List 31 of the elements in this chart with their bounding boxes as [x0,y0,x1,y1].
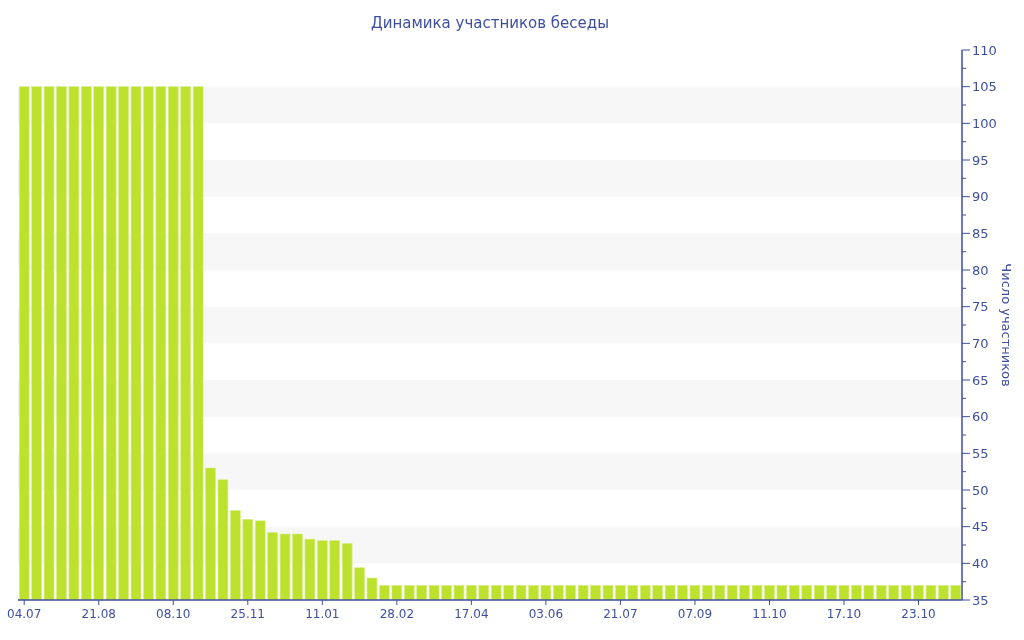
y-tick-label: 45 [972,519,989,535]
y-tick-label: 65 [972,372,989,388]
x-tick-label: 25.11 [230,607,265,621]
x-tick-label: 03.06 [528,607,564,621]
x-tick-label: 11.01 [305,607,340,621]
y-tick-label: 80 [972,262,989,278]
x-tick-label: 21.08 [81,607,116,621]
y-tick-label: 70 [972,335,989,351]
x-tick-label: 11.10 [752,607,787,621]
y-tick-label: 95 [972,152,989,168]
x-tick-label: 07.09 [677,607,713,621]
y-tick-label: 90 [972,189,989,205]
y-tick-label: 75 [972,299,989,315]
y-tick-label: 105 [972,79,997,95]
y-tick-label: 40 [972,555,989,571]
y-tick-label: 35 [972,592,989,608]
x-tick-label: 08.10 [156,607,191,621]
x-tick-label: 21.07 [603,607,638,621]
y-tick-label: 55 [972,445,989,461]
x-tick-label: 23.10 [901,607,936,621]
y-tick-label: 85 [972,225,989,241]
y-tick-label: 50 [972,482,989,498]
chart-title: Динамика участников беседы [370,14,610,32]
y-tick-label: 60 [972,409,989,425]
x-tick-label: 28.02 [379,607,415,621]
y-tick-label: 110 [972,42,997,58]
x-tick-label: 17.10 [826,607,862,621]
x-tick-label: 04.07 [7,607,42,621]
y-axis-title: Число участников [999,263,1014,387]
x-tick-label: 17.04 [454,607,489,621]
y-tick-label: 100 [972,115,997,131]
